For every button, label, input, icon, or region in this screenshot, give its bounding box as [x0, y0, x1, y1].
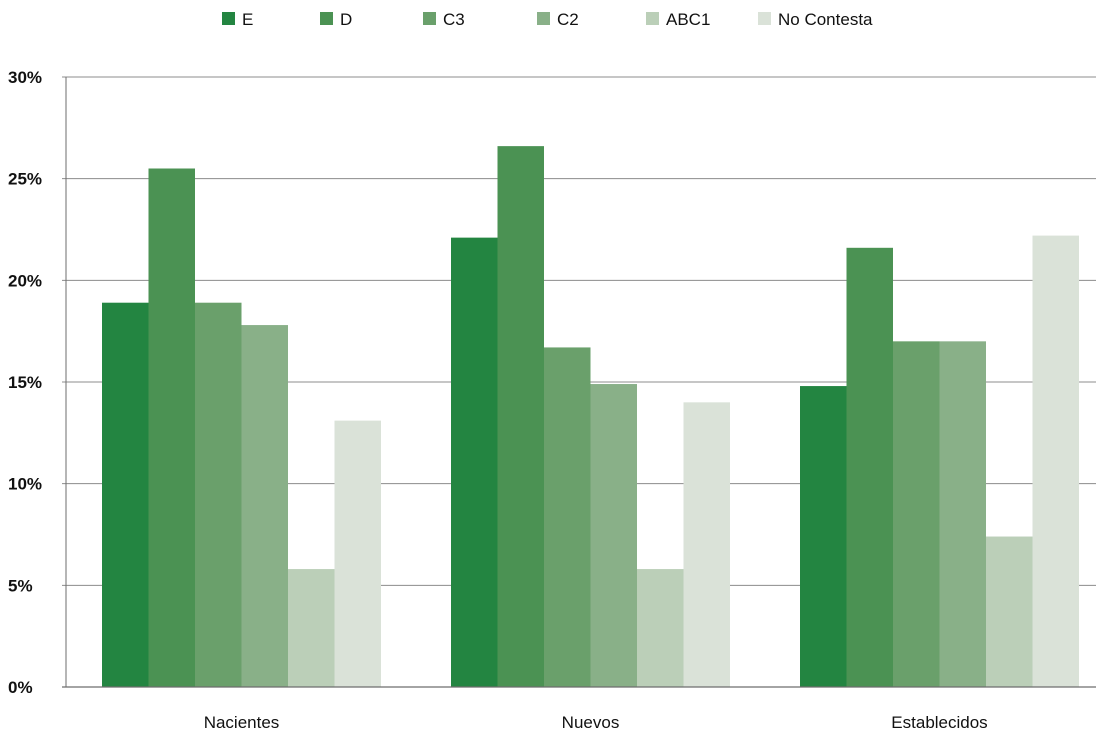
bar-nuevos-c2	[590, 384, 637, 687]
legend-label: No Contesta	[778, 10, 873, 29]
x-tick-label: Establecidos	[891, 713, 987, 732]
legend-swatch-d	[320, 12, 333, 25]
bar-establecidos-c2	[939, 341, 986, 687]
bar-nuevos-c3	[544, 347, 591, 687]
y-tick-label: 10%	[8, 475, 42, 494]
legend-label: ABC1	[666, 10, 710, 29]
legend-label: D	[340, 10, 352, 29]
bar-nuevos-e	[451, 237, 498, 687]
bar-nacientes-c3	[195, 302, 242, 687]
bar-establecidos-e	[800, 386, 847, 687]
x-tick-label: Nacientes	[204, 713, 280, 732]
legend-label: E	[242, 10, 253, 29]
legend: E D C3 C2 ABC1 No Contesta	[222, 10, 873, 29]
y-tick-label: 20%	[8, 271, 42, 290]
legend-label: C3	[443, 10, 465, 29]
bar-nacientes-abc1	[288, 569, 335, 687]
bar-nuevos-d	[497, 146, 544, 688]
y-axis-ticks: 0% 5% 10% 15% 20% 25% 30%	[8, 68, 42, 697]
y-tick-label: 5%	[8, 576, 33, 595]
y-tick-label: 15%	[8, 373, 42, 392]
y-tick-label: 25%	[8, 170, 42, 189]
bar-nacientes-no-contesta	[334, 420, 381, 687]
bar-establecidos-d	[846, 247, 893, 688]
bar-establecidos-no-contesta	[1032, 235, 1079, 687]
legend-swatch-abc1	[646, 12, 659, 25]
bar-establecidos-c3	[893, 341, 940, 687]
y-tick-label: 0%	[8, 678, 33, 697]
legend-label: C2	[557, 10, 579, 29]
bar-establecidos-abc1	[986, 536, 1033, 687]
legend-swatch-no-contesta	[758, 12, 771, 25]
legend-swatch-c2	[537, 12, 550, 25]
bar-nacientes-d	[148, 168, 195, 687]
x-tick-label: Nuevos	[562, 713, 620, 732]
bar-nuevos-abc1	[637, 569, 684, 687]
bar-nuevos-no-contesta	[683, 402, 730, 687]
legend-swatch-c3	[423, 12, 436, 25]
y-tick-label: 30%	[8, 68, 42, 87]
x-axis-ticks: Nacientes Nuevos Establecidos	[204, 713, 988, 732]
legend-swatch-e	[222, 12, 235, 25]
bar-nacientes-e	[102, 302, 149, 687]
bar-nacientes-c2	[241, 325, 288, 687]
axes	[62, 77, 1096, 688]
bars	[102, 146, 1079, 688]
